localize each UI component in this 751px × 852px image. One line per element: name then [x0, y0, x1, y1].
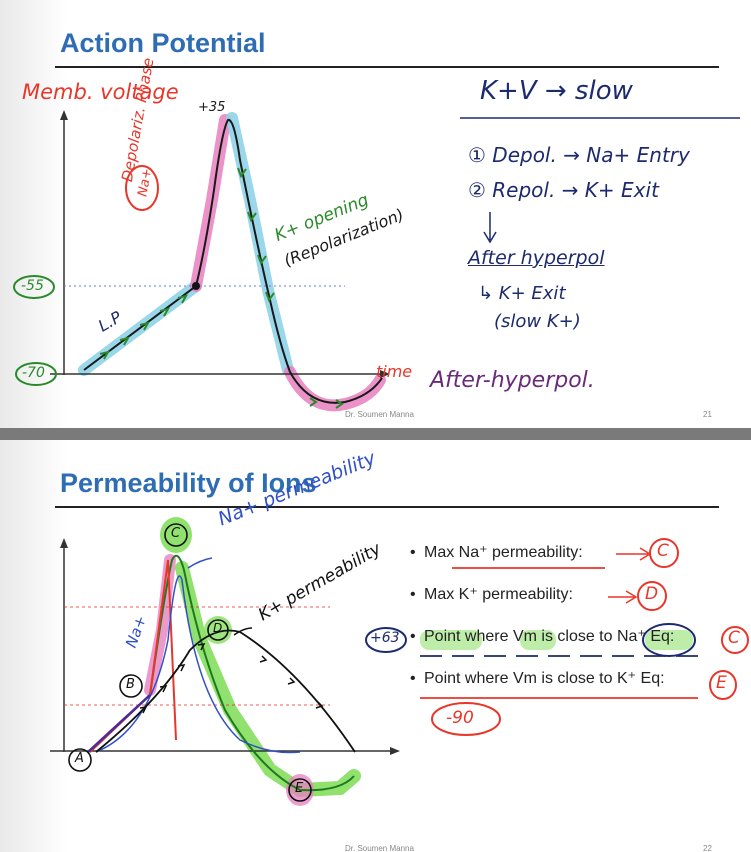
slide-title: Action Potential	[60, 28, 266, 58]
bullet3-highlight-vm	[520, 630, 556, 650]
na-eq-circle	[642, 623, 696, 657]
page-number: 21	[703, 410, 712, 419]
na-circle	[125, 165, 159, 211]
bullet-text: Max K⁺ permeability:	[424, 586, 573, 603]
note-slow-k: (slow K+)	[494, 311, 581, 332]
threshold-point	[192, 282, 200, 290]
flow-arrows	[99, 167, 344, 409]
bullet-text: Point where Vm is close to K⁺ Eq:	[424, 670, 665, 687]
slide-action-potential: Action Potential Memb. vo	[0, 0, 751, 428]
x-axis-arrow	[390, 747, 400, 755]
note-afterhyper: After hyperpol	[468, 247, 605, 269]
c-highlight	[160, 517, 192, 553]
note-depol: ① Depol. → Na+ Entry	[468, 143, 690, 167]
action-potential-curve	[83, 119, 383, 404]
after-hyper-label: After-hyperpol.	[430, 368, 595, 393]
answer-2: D	[645, 584, 659, 604]
point-c-label: C	[171, 526, 181, 541]
plus63-label: +63	[370, 630, 400, 646]
point-a-circle	[68, 748, 92, 772]
title-rule	[55, 506, 719, 508]
ans1-arrow	[616, 547, 652, 561]
membrane-potential-curve	[89, 554, 355, 792]
ans2-circle	[637, 581, 667, 611]
plus63-circle	[365, 627, 407, 653]
answer-4: E	[716, 673, 727, 693]
resting-circle	[15, 362, 57, 386]
bullet-k-eq: • Point where Vm is close to K⁺ Eq:	[410, 670, 665, 687]
na-conductance-curve	[95, 575, 301, 754]
ans4-circle	[709, 670, 737, 700]
ans3-circle	[721, 626, 749, 654]
x-axis-arrow	[380, 370, 390, 378]
action-potential-sketch	[13, 110, 740, 412]
point-d-circle	[207, 619, 229, 641]
permeability-sketch	[50, 517, 749, 806]
note-repol: ② Repol. → K+ Exit	[468, 178, 659, 202]
answer-1: C	[657, 541, 669, 561]
resting-value: -70	[22, 365, 45, 381]
bullet-text: Point where Vm is close to Na⁺ Eq:	[424, 628, 675, 645]
initial-rise	[87, 694, 151, 753]
peak-value: +35	[198, 100, 226, 115]
notes-title: K+V → slow	[480, 76, 633, 106]
ans2-arrow	[608, 590, 638, 604]
point-b-label: B	[126, 677, 135, 692]
footer-author: Dr. Soumen Manna	[345, 410, 414, 419]
footer-author: Dr. Soumen Manna	[345, 844, 414, 852]
flow-arrows	[139, 643, 324, 714]
bullet-list: • Max Na⁺ permeability: • Max K⁺ permeabil…	[410, 538, 674, 694]
slide-permeability: Permeability of Ions	[0, 440, 751, 852]
point-c-circle	[164, 523, 188, 547]
point-e-label: E	[295, 781, 304, 796]
note-k-exit: ↳ K+ Exit	[478, 283, 566, 304]
ans1-circle	[649, 538, 679, 568]
minus90-label: -90	[446, 708, 474, 728]
na-perm-pointer	[187, 557, 213, 569]
page-number: 22	[703, 844, 712, 852]
bullet-max-k: • Max K⁺ permeability:	[410, 586, 573, 603]
minus90-circle	[431, 702, 501, 736]
point-e-circle	[288, 778, 312, 802]
y-axis-arrow	[60, 110, 68, 120]
bullet-na-eq: • Point where Vm is close to Na⁺ Eq:	[410, 628, 675, 645]
x-axis-label: time	[376, 362, 413, 381]
k-perm-pointer	[233, 627, 253, 636]
answer-3: C	[728, 628, 740, 648]
point-b-circle	[119, 674, 143, 698]
point-d-label: D	[213, 621, 223, 635]
y-axis-label: Memb. voltage	[22, 80, 179, 104]
notes-down-arrow	[483, 212, 497, 244]
y-axis-arrow	[60, 538, 68, 548]
bullet-max-na: • Max Na⁺ permeability:	[410, 544, 583, 561]
slide-title: Permeability of Ions	[60, 468, 317, 498]
bullet3-highlight-point	[420, 630, 482, 650]
threshold-value: -55	[21, 278, 44, 294]
bullet-text: Max Na⁺ permeability:	[424, 544, 583, 561]
point-a-label: A	[75, 751, 84, 766]
k-permeability-curve	[95, 629, 356, 753]
threshold-circle	[13, 275, 55, 299]
title-rule	[55, 66, 719, 68]
bullet3-highlight-na	[645, 630, 693, 650]
